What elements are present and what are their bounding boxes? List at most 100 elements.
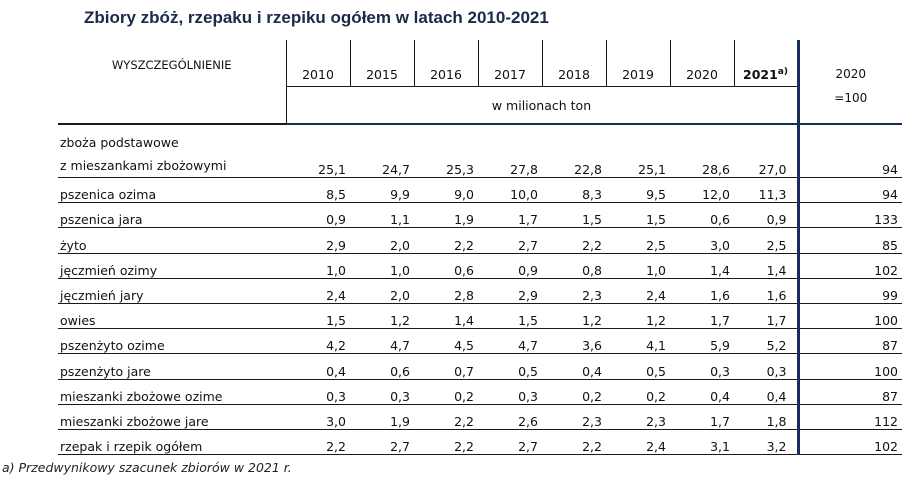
value-cell: 1,8	[734, 404, 800, 430]
value-cell: 2,2	[414, 429, 478, 456]
header-row-years: WYSZCZEGÓLNIENIE 2010 2015 2016 2017 201…	[58, 40, 902, 125]
value-cell: 0,2	[542, 379, 606, 405]
value-cell: 4,7	[478, 328, 542, 355]
value-cell: 1,0	[350, 253, 414, 279]
row-label: pszenica jara	[58, 202, 286, 229]
value-cell: 3,2	[734, 429, 800, 456]
column-header-index: 2020 =100	[798, 40, 902, 124]
column-header-year: 2010	[285, 40, 350, 87]
value-cell: 2,4	[606, 278, 670, 304]
index-cell: 100	[798, 303, 902, 330]
value-cell: 0,6	[350, 353, 414, 380]
value-cell: 9,9	[350, 177, 414, 204]
value-cell: 1,5	[286, 303, 350, 330]
value-cell: 1,7	[478, 202, 542, 229]
index-cell: 94	[798, 177, 902, 204]
value-cell: 2,7	[350, 429, 414, 456]
table-row: mieszanki zbożowe ozime 0,3 0,3 0,2 0,3 0,2 0,…	[58, 379, 902, 405]
value-cell: 8,3	[542, 177, 606, 204]
value-cell: 2,2	[542, 429, 606, 456]
index-cell: 94	[798, 123, 902, 178]
unit-header: w milionach ton	[285, 86, 800, 124]
table-row: pszenica jara 0,9 1,1 1,9 1,7 1,5 1,5 0,6 0,9 133	[58, 202, 902, 229]
table-row: jęczmień jary 2,4 2,0 2,8 2,9 2,3 2,4 1,6 1,6 99	[58, 278, 902, 304]
value-cell: 25,3	[414, 123, 478, 178]
column-header-year: 2018	[541, 40, 606, 87]
value-cell: 2,4	[606, 429, 670, 456]
value-cell: 1,0	[286, 253, 350, 279]
value-cell: 0,3	[670, 353, 734, 380]
value-cell: 0,7	[414, 353, 478, 380]
value-cell: 0,6	[670, 202, 734, 229]
value-cell: 2,5	[606, 227, 670, 254]
value-cell: 27,8	[478, 123, 542, 178]
index-cell: 100	[798, 353, 902, 380]
value-cell: 0,5	[478, 353, 542, 380]
value-cell: 3,0	[670, 227, 734, 254]
table-body: zboża podstawowe z mieszankami zbożowymi 2…	[58, 123, 902, 456]
index-header-line2: =100	[834, 91, 868, 105]
value-cell: 2,2	[542, 227, 606, 254]
value-cell: 5,2	[734, 328, 800, 355]
index-cell: 87	[798, 328, 902, 355]
value-cell: 1,7	[670, 404, 734, 430]
value-cell: 0,3	[350, 379, 414, 405]
row-label: pszenżyto ozime	[58, 328, 286, 355]
value-cell: 2,9	[286, 227, 350, 254]
row-label: pszenżyto jare	[58, 353, 286, 380]
column-header-label: WYSZCZEGÓLNIENIE	[58, 40, 286, 125]
value-cell: 0,8	[542, 253, 606, 279]
value-cell: 2,4	[286, 278, 350, 304]
value-cell: 2,2	[286, 429, 350, 456]
row-label-line1: zboża podstawowe	[60, 135, 179, 150]
column-header-year-2021: 2021a)	[733, 40, 800, 87]
value-cell: 0,2	[606, 379, 670, 405]
value-cell: 4,2	[286, 328, 350, 355]
value-cell: 0,3	[286, 379, 350, 405]
index-cell: 112	[798, 404, 902, 430]
table-row: żyto 2,9 2,0 2,2 2,7 2,2 2,5 3,0 2,5 85	[58, 227, 902, 254]
row-label: rzepak i rzepik ogółem	[58, 429, 286, 456]
value-cell: 0,4	[542, 353, 606, 380]
value-cell: 1,7	[670, 303, 734, 330]
value-cell: 0,9	[286, 202, 350, 229]
index-cell: 87	[798, 379, 902, 405]
value-cell: 1,9	[350, 404, 414, 430]
row-label: mieszanki zbożowe ozime	[58, 379, 286, 405]
footnote: a) Przedwynikowy szacunek zbiorów w 2021…	[2, 460, 292, 475]
table-row: zboża podstawowe z mieszankami zbożowymi 2…	[58, 123, 902, 178]
index-cell: 133	[798, 202, 902, 229]
value-cell: 2,0	[350, 278, 414, 304]
harvest-table: WYSZCZEGÓLNIENIE 2010 2015 2016 2017 201…	[58, 40, 902, 456]
value-cell: 9,0	[414, 177, 478, 204]
table-row: mieszanki zbożowe jare 3,0 1,9 2,2 2,6 2,3 2,3…	[58, 404, 902, 430]
value-cell: 2,7	[478, 429, 542, 456]
value-cell: 1,1	[350, 202, 414, 229]
value-cell: 2,3	[542, 278, 606, 304]
value-cell: 22,8	[542, 123, 606, 178]
value-cell: 1,4	[670, 253, 734, 279]
value-cell: 1,2	[606, 303, 670, 330]
value-cell: 3,0	[286, 404, 350, 430]
year-2021-label: 2021	[743, 67, 778, 82]
value-cell: 2,2	[414, 227, 478, 254]
table-row: rzepak i rzepik ogółem 2,2 2,7 2,2 2,7 2,2 2,4…	[58, 429, 902, 456]
value-cell: 28,6	[670, 123, 734, 178]
table-row: pszenżyto jare 0,4 0,6 0,7 0,5 0,4 0,5 0,3 0,3 10…	[58, 353, 902, 380]
value-cell: 9,5	[606, 177, 670, 204]
value-cell: 10,0	[478, 177, 542, 204]
value-cell: 5,9	[670, 328, 734, 355]
value-cell: 2,6	[478, 404, 542, 430]
value-cell: 0,4	[286, 353, 350, 380]
index-cell: 99	[798, 278, 902, 304]
value-cell: 1,7	[734, 303, 800, 330]
table-row: pszenica ozima 8,5 9,9 9,0 10,0 8,3 9,5 12,0 11,…	[58, 177, 902, 204]
value-cell: 1,2	[542, 303, 606, 330]
value-cell: 25,1	[606, 123, 670, 178]
value-cell: 0,3	[478, 379, 542, 405]
value-cell: 2,3	[542, 404, 606, 430]
column-header-year: 2019	[605, 40, 670, 87]
value-cell: 11,3	[734, 177, 800, 204]
value-cell: 1,4	[734, 253, 800, 279]
row-label: żyto	[58, 227, 286, 254]
